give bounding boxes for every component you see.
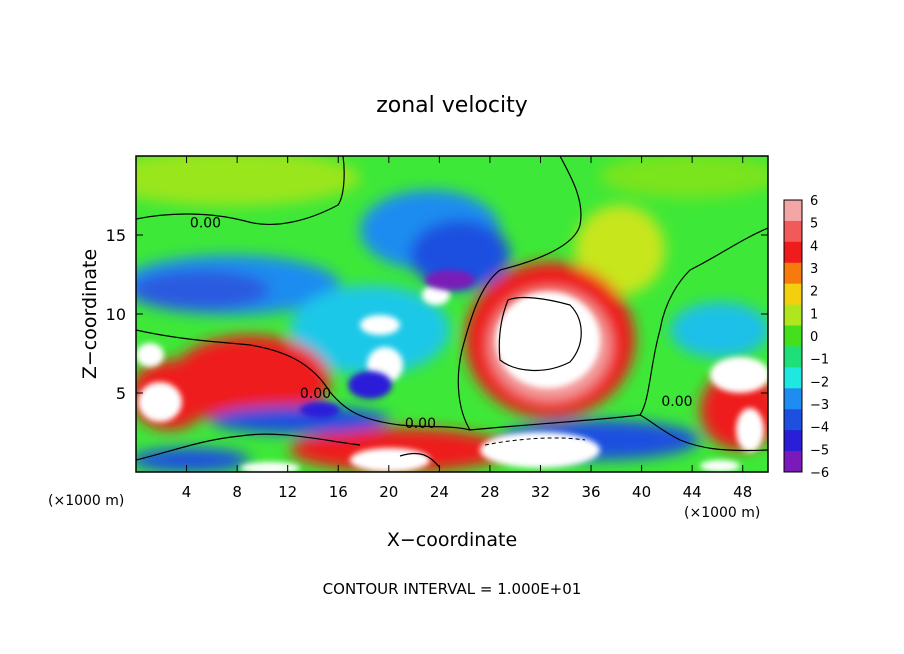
x-tick-label: 20 <box>379 483 398 501</box>
contour-lines <box>136 156 768 469</box>
colorbar-tick-label: −4 <box>810 421 829 436</box>
x-tick-label: 44 <box>683 483 702 501</box>
contour-label: 0.00 <box>661 394 692 410</box>
x-tick-label: 16 <box>329 483 348 501</box>
colorbar-tick-label: 0 <box>810 330 818 345</box>
heatmap-field <box>136 156 768 472</box>
x-units-left: (×1000 m) <box>48 493 124 509</box>
colorbar-swatch <box>784 388 802 410</box>
colorbar: 6 5 4 3 2 1 0 −1 −2 −3 −4 −5 −6 <box>783 194 829 481</box>
y-axis-label: Z−coordinate <box>79 249 101 379</box>
contour-label: 0.00 <box>190 215 221 231</box>
colorbar-tick-label: 5 <box>810 217 818 232</box>
colorbar-frame <box>783 199 803 473</box>
colorbar-tick-label: −6 <box>810 466 829 481</box>
colorbar-tick-label: 1 <box>810 307 818 322</box>
x-axis: 4 8 12 16 20 24 28 32 36 40 44 48 <box>182 156 752 501</box>
colorbar-swatch <box>784 451 802 473</box>
chart-title: zonal velocity <box>376 93 528 118</box>
colorbar-tick-label: 2 <box>810 285 818 300</box>
x-axis-label: X−coordinate <box>387 529 517 551</box>
colorbar-swatch <box>784 304 802 327</box>
colorbar-swatch <box>784 325 802 347</box>
contour-labels: 0.00 0.00 0.00 0.00 <box>190 215 693 432</box>
x-tick-label: 32 <box>531 483 550 501</box>
x-tick-label: 24 <box>430 483 449 501</box>
x-tick-label: 40 <box>632 483 651 501</box>
colorbar-tick-label: −3 <box>810 398 829 413</box>
colorbar-swatch <box>784 367 802 389</box>
colorbar-tick-label: 3 <box>810 262 818 277</box>
y-tick-label: 5 <box>116 384 126 403</box>
colorbar-swatch <box>784 241 802 264</box>
y-tick-label: 15 <box>106 226 126 245</box>
colorbar-swatch <box>784 346 802 368</box>
colorbar-tick-label: −2 <box>810 375 829 390</box>
colorbar-swatch <box>784 409 802 431</box>
y-tick-label: 10 <box>106 305 126 324</box>
colorbar-tick-label: 6 <box>810 194 818 209</box>
x-units-right: (×1000 m) <box>684 505 760 521</box>
x-tick-label: 12 <box>278 483 297 501</box>
colorbar-tick-label: 4 <box>810 239 818 254</box>
colorbar-swatch <box>784 430 802 452</box>
x-tick-label: 28 <box>480 483 499 501</box>
x-tick-label: 36 <box>581 483 600 501</box>
colorbar-swatch <box>784 262 802 285</box>
contour-interval-note: CONTOUR INTERVAL = 1.000E+01 <box>323 580 582 598</box>
colorbar-swatch <box>784 220 802 243</box>
x-tick-label: 8 <box>232 483 242 501</box>
colorbar-tick-label: −1 <box>810 353 829 368</box>
x-tick-label: 48 <box>733 483 752 501</box>
y-axis: 5 10 15 <box>106 226 768 403</box>
colorbar-tick-label: −5 <box>810 443 829 458</box>
colorbar-swatch <box>784 200 802 222</box>
contour-label: 0.00 <box>300 386 331 402</box>
x-tick-label: 4 <box>182 483 192 501</box>
colorbar-swatch <box>784 283 802 306</box>
contour-label: 0.00 <box>405 416 436 432</box>
